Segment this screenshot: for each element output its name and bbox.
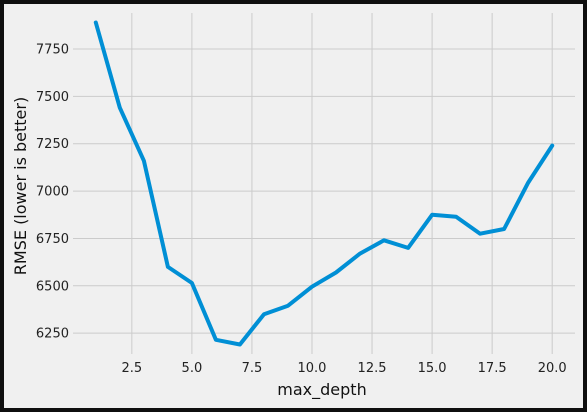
x-tick-label: 5.0: [182, 361, 203, 376]
line-chart: 2.5 5.0 7.5 10.0 12.5 15.0 17.5 20.0 6250 6500 67…: [11, 13, 575, 400]
grid: [73, 13, 575, 354]
y-tick-label: 7000: [36, 185, 69, 200]
x-tick-label: 15.0: [418, 361, 447, 376]
y-axis-label: RMSE (lower is better): [11, 97, 30, 275]
y-tick-label: 6750: [36, 232, 69, 247]
y-tick-label: 6500: [36, 279, 69, 294]
y-tick-label: 7750: [36, 42, 69, 57]
y-tick-label: 7250: [36, 137, 69, 152]
x-tick-label: 10.0: [298, 361, 327, 376]
series-line: [93, 20, 555, 347]
series-layer: [93, 20, 555, 347]
y-tick-labels: 6250 6500 6750 7000 7250 7500 7750: [36, 42, 69, 341]
y-tick-label: 6250: [36, 327, 69, 342]
x-tick-label: 2.5: [122, 361, 143, 376]
y-tick-label: 7500: [36, 90, 69, 105]
x-tick-label: 7.5: [242, 361, 263, 376]
x-tick-label: 12.5: [358, 361, 387, 376]
x-tick-label: 20.0: [538, 361, 567, 376]
chart-figure: 2.5 5.0 7.5 10.0 12.5 15.0 17.5 20.0 6250 6500 67…: [4, 4, 583, 408]
x-tick-label: 17.5: [478, 361, 507, 376]
x-axis-label: max_depth: [277, 380, 366, 400]
x-tick-labels: 2.5 5.0 7.5 10.0 12.5 15.0 17.5 20.0: [122, 361, 567, 376]
